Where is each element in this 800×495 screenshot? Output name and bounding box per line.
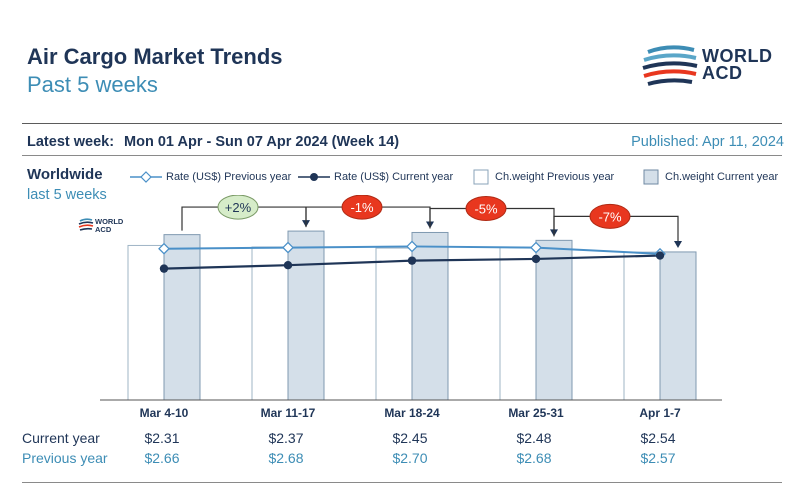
latest-week: Latest week: Mon 01 Apr - Sun 07 Apr 2024… xyxy=(27,134,399,150)
point-rate-prev xyxy=(158,242,170,255)
legend-weight-prev: Ch.weight Previous year xyxy=(473,168,633,186)
bar-weight-prev xyxy=(623,251,661,401)
bar-weight-cur xyxy=(287,230,325,401)
divider-top xyxy=(22,123,782,124)
legend-rate-cur: Rate (US$) Current year xyxy=(298,168,468,186)
cell-current-2: $2.45 xyxy=(392,430,428,446)
change-badge-label: +2% xyxy=(225,200,252,215)
page-subtitle: Past 5 weeks xyxy=(27,72,158,97)
bar-weight-prev xyxy=(127,244,165,401)
period-label: last 5 weeks xyxy=(27,187,107,203)
row-label-previous: Previous year xyxy=(22,450,108,466)
bar-weight-prev xyxy=(251,246,289,401)
point-rate-cur xyxy=(407,256,417,265)
page-title: Air Cargo Market Trends xyxy=(27,44,283,69)
logo-line-1: WORLD xyxy=(702,46,773,66)
change-badge xyxy=(465,195,507,221)
legend-line-diamond-icon xyxy=(130,171,162,183)
bar-weight-prev xyxy=(375,247,413,401)
legend-weight-cur-label: Ch.weight Current year xyxy=(665,171,779,183)
cell-previous-4: $2.57 xyxy=(640,450,676,466)
cell-previous-2: $2.70 xyxy=(392,450,428,466)
legend-weight-cur: Ch.weight Current year xyxy=(643,168,793,186)
x-tick-label: Mar 4-10 xyxy=(140,406,189,420)
cell-current-0: $2.31 xyxy=(144,430,180,446)
legend-rate-prev-label: Rate (US$) Previous year xyxy=(166,171,292,183)
cell-previous-1: $2.68 xyxy=(268,450,304,466)
published-date: Published: Apr 11, 2024 xyxy=(631,134,784,150)
legend-rate-prev: Rate (US$) Previous year xyxy=(130,168,310,186)
world-acd-logo: WORLD ACD xyxy=(640,42,790,92)
mini-logo-line-2: ACD xyxy=(95,224,112,234)
cell-previous-3: $2.68 xyxy=(516,450,552,466)
row-label-current: Current year xyxy=(22,430,100,446)
point-rate-cur xyxy=(531,254,541,264)
bar-weight-prev xyxy=(499,246,537,401)
bar-weight-cur xyxy=(659,251,697,401)
change-badge-label: -5% xyxy=(474,201,498,216)
latest-week-value: Mon 01 Apr - Sun 07 Apr 2024 (Week 14) xyxy=(124,134,400,150)
cell-current-3: $2.48 xyxy=(516,430,552,446)
latest-week-label: Latest week: xyxy=(27,134,115,150)
x-tick-label: Mar 18-24 xyxy=(384,406,440,420)
legend-box-empty-icon xyxy=(473,169,489,185)
cell-previous-0: $2.66 xyxy=(144,450,180,466)
legend-rate-cur-label: Rate (US$) Current year xyxy=(334,171,454,183)
bar-weight-cur xyxy=(163,234,201,401)
point-rate-prev xyxy=(282,241,294,254)
change-badge-label: -1% xyxy=(350,200,374,215)
mini-globe-stripes-icon xyxy=(78,218,94,231)
divider-bottom xyxy=(22,482,782,483)
point-rate-prev xyxy=(406,240,418,253)
point-rate-cur xyxy=(159,264,169,273)
region-label: Worldwide xyxy=(27,166,103,183)
point-rate-cur xyxy=(655,251,665,260)
mini-logo: WORLD ACD xyxy=(78,217,138,237)
change-badge xyxy=(341,195,383,220)
change-badge-label: -7% xyxy=(598,209,622,224)
legend-box-filled-icon xyxy=(643,169,659,185)
chart-area: +2% -1% -5% -7% Mar 4-10 Mar 11-17 Mar 18-24 Ma… xyxy=(100,195,722,420)
divider-mid xyxy=(22,155,782,156)
point-rate-prev xyxy=(530,241,542,254)
change-badge xyxy=(589,203,631,229)
mini-logo-line-1: WORLD xyxy=(95,217,124,226)
change-badge xyxy=(217,195,259,220)
bar-weight-cur xyxy=(535,239,573,401)
logo-line-2: ACD xyxy=(702,63,743,83)
legend-line-dot-icon xyxy=(298,173,330,181)
x-tick-label: Apr 1-7 xyxy=(639,406,681,420)
legend-weight-prev-label: Ch.weight Previous year xyxy=(495,171,615,183)
globe-stripes-icon xyxy=(642,45,698,86)
cell-current-1: $2.37 xyxy=(268,430,304,446)
x-tick-label: Mar 25-31 xyxy=(508,406,564,420)
change-arrowhead xyxy=(674,240,682,248)
point-rate-cur xyxy=(283,261,293,270)
cell-current-4: $2.54 xyxy=(640,430,676,446)
x-tick-label: Mar 11-17 xyxy=(261,406,316,420)
bar-weight-cur xyxy=(411,231,449,401)
